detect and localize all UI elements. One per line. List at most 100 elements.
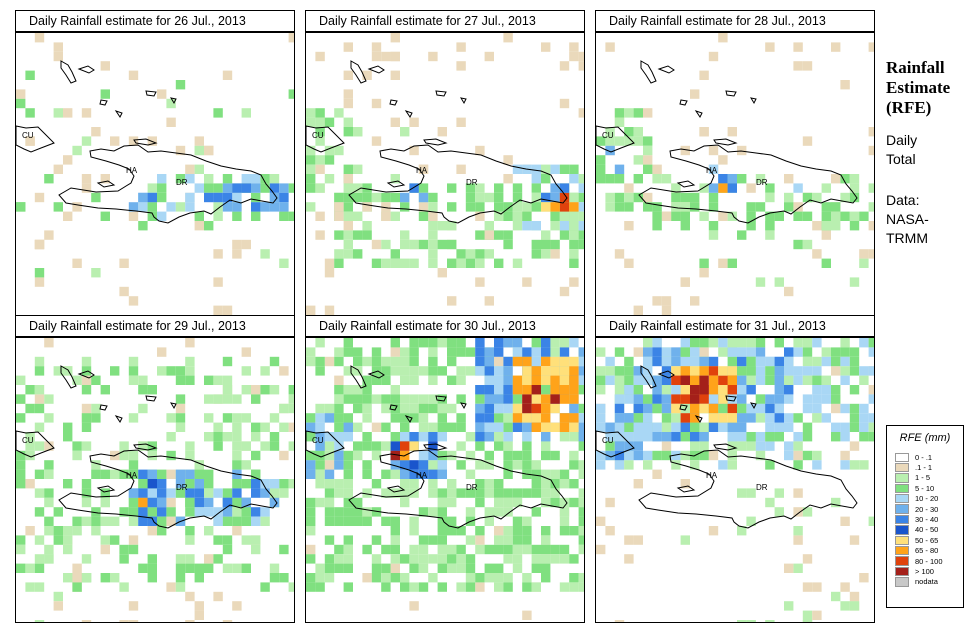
haiti-label: HA [126, 166, 138, 175]
rainfall-cell [821, 221, 831, 231]
rainfall-cell [456, 413, 466, 423]
dominican_republic-label: DR [466, 178, 478, 187]
rainfall-cell [541, 422, 551, 432]
rainfall-cell [353, 347, 363, 357]
rainfall-cell [315, 479, 325, 489]
rainfall-cell [34, 582, 45, 592]
rainfall-cell [437, 422, 447, 432]
rainfall-cell [269, 183, 280, 193]
rainfall-cell [222, 356, 233, 367]
rainfall-cell [475, 366, 485, 376]
rainfall-cell [25, 70, 35, 80]
rainfall-cell [475, 432, 485, 442]
rainfall-cell [503, 356, 513, 367]
rainfall-cell [315, 582, 325, 592]
island-outline [657, 370, 675, 379]
rainfall-cell [831, 174, 841, 184]
rainfall-cell [596, 544, 606, 555]
rainfall-cell [614, 136, 625, 146]
rainfall-cell [447, 356, 457, 367]
rainfall-cell [522, 573, 532, 583]
rainfall-cell [541, 497, 551, 508]
rainfall-cell [390, 51, 400, 62]
rainfall-cell [578, 230, 584, 240]
rainfall-cell [390, 33, 400, 43]
rainfall-cell [204, 394, 214, 404]
rainfall-cell [494, 403, 504, 414]
rainfall-cell [559, 385, 570, 395]
rainfall-cell [456, 61, 466, 71]
rainfall-cell [859, 366, 869, 376]
rainfall-cell [690, 347, 700, 357]
rainfall-cell [315, 155, 325, 165]
rainfall-cell [371, 535, 382, 545]
rainfall-cell [16, 535, 26, 545]
rainfall-cell [605, 432, 615, 442]
legend-label: nodata [915, 577, 938, 587]
rainfall-cell [213, 507, 223, 517]
rainfall-cell [624, 192, 634, 203]
island-outline [404, 110, 413, 118]
rainfall-cell [279, 573, 289, 583]
legend-swatch [895, 514, 909, 525]
rainfall-cell [34, 33, 45, 43]
rainfall-cell [727, 403, 737, 414]
rainfall-cell [868, 347, 874, 357]
rainfall-cell [578, 413, 584, 423]
rainfall-cell [100, 573, 110, 583]
rainfall-cell [690, 413, 700, 423]
rainfall-cell [680, 366, 690, 376]
rainfall-cell [251, 516, 261, 526]
rainfall-cell [652, 164, 662, 174]
rainfall-cell [643, 145, 653, 156]
rainfall-cell [849, 413, 860, 423]
rainfall-cell [279, 479, 289, 489]
rainfall-cell [821, 375, 831, 385]
rainfall-cell [91, 507, 101, 517]
rainfall-cell [44, 230, 54, 240]
rainfall-cell [204, 488, 214, 498]
rainfall-cell [690, 366, 700, 376]
rainfall-cell [334, 403, 344, 414]
rainfall-cell [503, 507, 513, 517]
rainfall-cell [456, 347, 466, 357]
rainfall-cell [718, 460, 728, 470]
legend-item: 0 - .1 [895, 452, 943, 462]
rainfall-cell [541, 432, 551, 442]
rainfall-cell [72, 563, 82, 573]
rainfall-cell [128, 620, 139, 622]
rainfall-cell [484, 479, 494, 489]
rainfall-cell [868, 42, 874, 52]
rainfall-cell [531, 479, 541, 489]
rainfall-cell [241, 535, 251, 545]
rainfall-cell [428, 338, 438, 348]
rainfall-cell [614, 432, 625, 442]
rainfall-cell [512, 347, 523, 357]
rainfall-cell [680, 535, 690, 545]
rainfall-cell [251, 394, 261, 404]
rainfall-cell [484, 544, 494, 555]
rainfall-cell [334, 488, 344, 498]
rainfall-cell [614, 460, 625, 470]
rainfall-cell [708, 192, 719, 203]
rainfall-cell [428, 460, 438, 470]
rainfall-cell [157, 89, 167, 99]
rainfall-cell [578, 544, 584, 555]
rainfall-cell [531, 375, 541, 385]
rainfall-cell [494, 347, 504, 357]
rainfall-cell [204, 413, 214, 423]
rainfall-cell [699, 258, 709, 268]
rainfall-cell [306, 450, 316, 461]
island-outline [367, 370, 385, 379]
rainfall-cell [821, 394, 831, 404]
rainfall-cell [390, 563, 400, 573]
rainfall-cell [727, 127, 737, 137]
rainfall-cell [831, 356, 841, 367]
rainfall-cell [596, 174, 606, 184]
rainfall-cell [569, 422, 579, 432]
rainfall-cell [643, 375, 653, 385]
rainfall-cell [324, 535, 335, 545]
rainfall-map: CU HA DR [305, 32, 585, 318]
rainfall-cell [690, 394, 700, 404]
rainfall-cell [409, 582, 419, 592]
